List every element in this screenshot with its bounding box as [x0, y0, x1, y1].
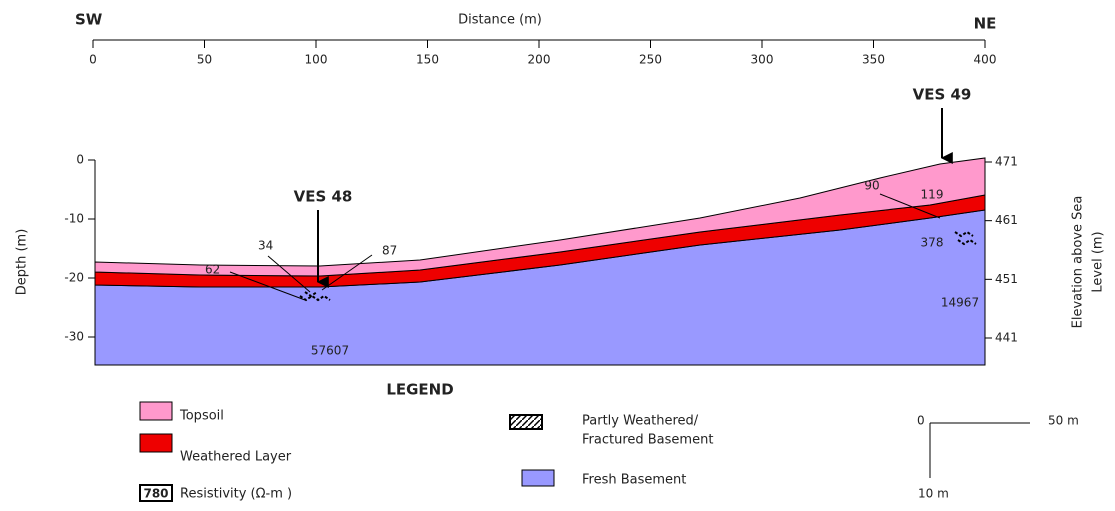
legend-swatch — [522, 470, 554, 486]
legend-label: Partly Weathered/ — [582, 414, 699, 429]
direction-label: SW — [75, 11, 103, 29]
section-diagram: SW NE Distance (m) Depth (m) Elevation a… — [0, 0, 1115, 511]
axis-title: Level (m) — [1091, 231, 1106, 292]
legend-label: Resistivity (Ω-m ) — [180, 487, 292, 502]
resistivity-value: 34 — [258, 239, 273, 253]
legend-label: Fresh Basement — [582, 473, 686, 488]
y-tick-label: -10 — [64, 212, 84, 226]
ves-label: VES 49 — [913, 86, 972, 104]
resistivity-value: 87 — [382, 244, 397, 258]
resistivity-value: 57607 — [311, 344, 349, 358]
legend-label: Topsoil — [179, 409, 224, 424]
x-tick-label: 400 — [974, 53, 997, 67]
fresh-basement-layer — [95, 210, 985, 365]
scale-label: 0 — [917, 414, 925, 428]
x-tick-label: 250 — [639, 53, 662, 67]
legend-swatch — [140, 434, 172, 452]
resistivity-value: 378 — [921, 236, 944, 250]
legend-sample: 780 — [143, 487, 168, 501]
axis-title: Distance (m) — [458, 13, 542, 28]
scale-label: 10 m — [918, 487, 949, 501]
legend-title: LEGEND — [386, 381, 453, 399]
x-tick-label: 200 — [528, 53, 551, 67]
x-tick-label: 100 — [305, 53, 328, 67]
resistivity-value: 62 — [205, 263, 220, 277]
axis-title: Elevation above Sea — [1071, 196, 1086, 329]
legend-label: Weathered Layer — [180, 450, 292, 465]
direction-label: NE — [974, 15, 997, 33]
ves-label: VES 48 — [294, 188, 353, 206]
x-tick-label: 0 — [89, 53, 97, 67]
scale-label: 50 m — [1048, 414, 1079, 428]
y-tick-label: 0 — [76, 153, 84, 167]
x-tick-label: 300 — [751, 53, 774, 67]
y2-tick-label: 461 — [995, 213, 1018, 227]
legend-swatch — [140, 402, 172, 420]
x-tick-label: 50 — [197, 53, 212, 67]
y2-tick-label: 471 — [995, 155, 1018, 169]
y2-tick-label: 451 — [995, 272, 1018, 286]
y-tick-label: -30 — [64, 330, 84, 344]
y2-tick-label: 441 — [995, 331, 1018, 345]
legend-swatch — [510, 415, 542, 429]
x-tick-label: 150 — [416, 53, 439, 67]
resistivity-value: 90 — [864, 179, 879, 193]
resistivity-value: 119 — [921, 188, 944, 202]
legend-label: Fractured Basement — [582, 433, 713, 448]
axis-title: Depth (m) — [15, 229, 30, 296]
x-tick-label: 350 — [862, 53, 885, 67]
y-tick-label: -20 — [64, 271, 84, 285]
resistivity-value: 14967 — [941, 296, 979, 310]
